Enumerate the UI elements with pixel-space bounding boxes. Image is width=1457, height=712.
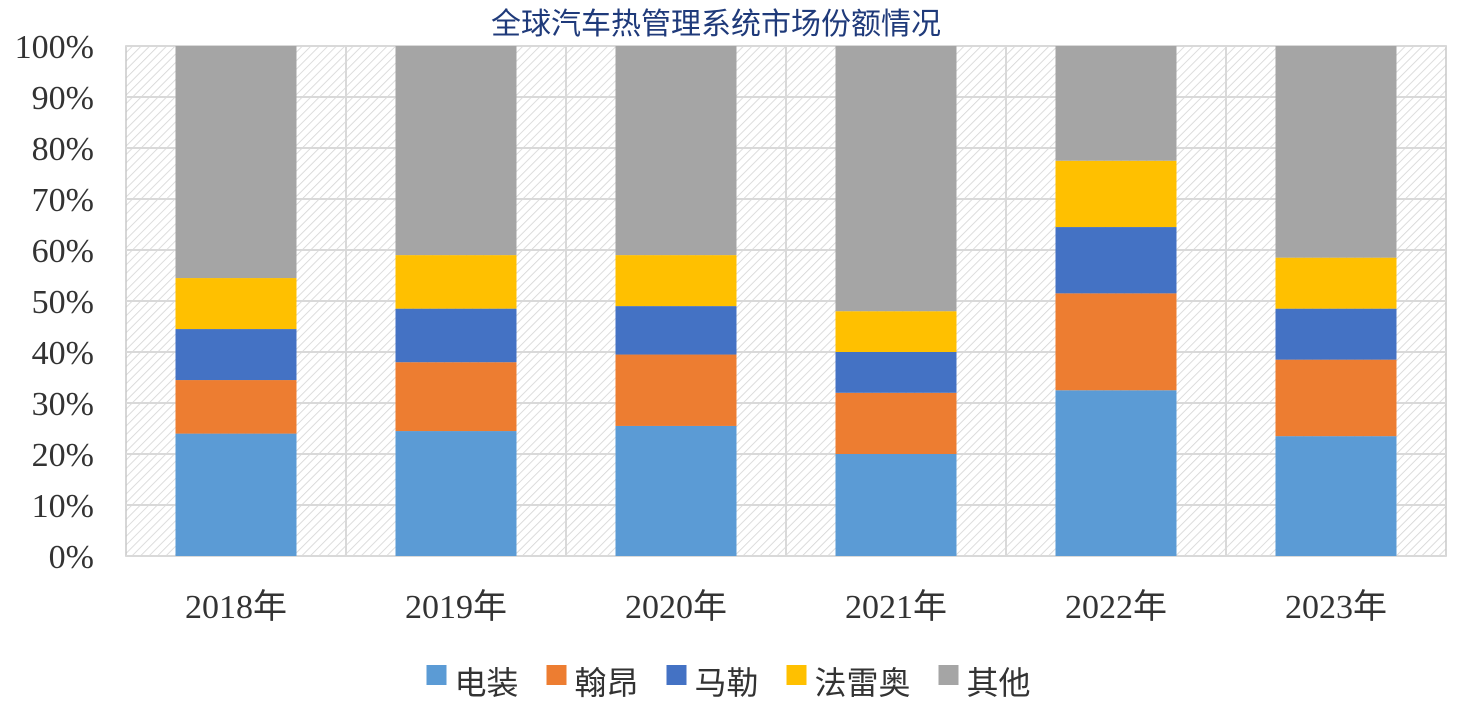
legend-label: 电装 <box>455 664 519 702</box>
bar-segment <box>615 306 737 355</box>
bar-segment <box>1275 436 1397 556</box>
y-tick-label: 0% <box>49 539 94 576</box>
bar-segment <box>835 46 957 312</box>
legend-swatch <box>666 665 687 685</box>
bar-segment <box>835 454 957 556</box>
bar-segment <box>175 433 297 556</box>
bars <box>175 46 1397 556</box>
bar-segment <box>1275 308 1397 360</box>
y-tick-label: 90% <box>32 80 94 117</box>
bar-segment <box>1275 359 1397 437</box>
bar-segment <box>395 431 517 556</box>
bar-segment <box>615 255 737 307</box>
bar-segment <box>1275 257 1397 309</box>
y-tick-label: 60% <box>32 233 94 270</box>
bar-segment <box>835 352 957 393</box>
legend-swatch <box>546 665 567 685</box>
bar-segment <box>175 278 297 330</box>
chart-title: 全球汽车热管理系统市场份额情况 <box>491 7 941 42</box>
bar-segment <box>395 46 517 256</box>
bar-segment <box>835 392 957 454</box>
bar-segment <box>175 329 297 381</box>
legend-label: 法雷奥 <box>815 664 911 702</box>
y-tick-label: 20% <box>32 437 94 474</box>
legend-item: 翰昂 <box>546 664 639 702</box>
legend-swatch <box>426 665 447 685</box>
y-tick-label: 40% <box>32 335 94 372</box>
bar-segment <box>1055 46 1177 161</box>
bar-segment <box>835 311 957 352</box>
bar-segment <box>175 46 297 279</box>
legend-label: 马勒 <box>695 664 759 702</box>
legend-item: 电装 <box>426 664 519 702</box>
y-tick-label: 50% <box>32 284 94 321</box>
legend-swatch <box>938 665 959 685</box>
x-tick-label: 2023年 <box>1285 588 1387 626</box>
bar-segment <box>395 308 517 363</box>
bar-segment <box>1055 160 1177 228</box>
x-tick-label: 2018年 <box>185 588 287 626</box>
x-tick-label: 2022年 <box>1065 588 1167 626</box>
bar-segment <box>615 425 737 556</box>
y-axis: 0% 10% 20% 30% 40% 50% 60% 70% 80% 90% 100% <box>15 29 94 576</box>
legend-item: 法雷奥 <box>786 664 911 702</box>
legend-label: 其他 <box>967 664 1031 702</box>
bar-segment <box>395 255 517 309</box>
y-tick-label: 80% <box>32 131 94 168</box>
bar-segment <box>615 46 737 256</box>
x-tick-label: 2019年 <box>405 588 507 626</box>
legend-item: 马勒 <box>666 664 759 702</box>
legend-swatch <box>786 665 807 685</box>
y-tick-label: 70% <box>32 182 94 219</box>
bar-segment <box>175 380 297 434</box>
y-tick-label: 30% <box>32 386 94 423</box>
bar-segment <box>615 354 737 426</box>
bar-segment <box>395 362 517 432</box>
x-axis: 2018年 2019年 2020年 2021年 2022年 2023年 <box>185 588 1387 626</box>
x-tick-label: 2021年 <box>845 588 947 626</box>
legend-item: 其他 <box>938 664 1031 702</box>
legend: 电装 翰昂 马勒 法雷奥 其他 <box>426 664 1031 702</box>
y-tick-label: 10% <box>32 488 94 525</box>
bar-segment <box>1275 46 1397 258</box>
bar-segment <box>1055 390 1177 556</box>
bar-segment <box>1055 293 1177 391</box>
gridlines <box>126 45 1446 557</box>
y-tick-label: 100% <box>15 29 94 66</box>
x-tick-label: 2020年 <box>625 588 727 626</box>
legend-label: 翰昂 <box>575 664 639 702</box>
bar-segment <box>1055 227 1177 294</box>
